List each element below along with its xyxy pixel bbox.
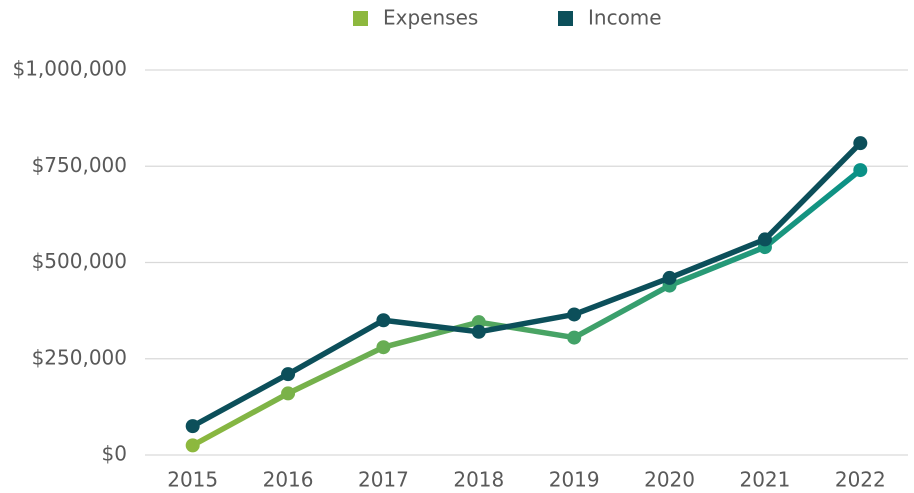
marker [376, 340, 391, 355]
marker [757, 232, 772, 247]
x-tick-label: 2022 [835, 468, 886, 492]
line [191, 167, 863, 448]
x-tick-label: 2020 [644, 468, 695, 492]
marker [853, 136, 868, 151]
legend-swatch [353, 11, 368, 26]
legend-label: Income [588, 6, 662, 30]
y-tick-label: $500,000 [32, 249, 127, 273]
marker [281, 386, 296, 401]
y-tick-label: $1,000,000 [12, 57, 127, 81]
line [191, 141, 863, 429]
x-tick-label: 2018 [453, 468, 504, 492]
x-tick-label: 2021 [739, 468, 790, 492]
x-tick-label: 2017 [358, 468, 409, 492]
x-tick-label: 2015 [167, 468, 218, 492]
marker [471, 315, 486, 330]
legend-label: Expenses [383, 6, 478, 30]
x-tick-label: 2016 [263, 468, 314, 492]
marker [567, 307, 582, 322]
y-tick-label: $0 [102, 442, 127, 466]
marker [662, 270, 677, 285]
marker [185, 438, 200, 453]
marker [185, 419, 200, 434]
x-tick-label: 2019 [549, 468, 600, 492]
marker [471, 324, 486, 339]
marker [281, 367, 296, 382]
y-tick-label: $750,000 [32, 153, 127, 177]
legend-swatch [558, 11, 573, 26]
marker [853, 163, 868, 178]
marker [567, 330, 582, 345]
marker [376, 313, 391, 328]
y-tick-label: $250,000 [32, 345, 127, 369]
